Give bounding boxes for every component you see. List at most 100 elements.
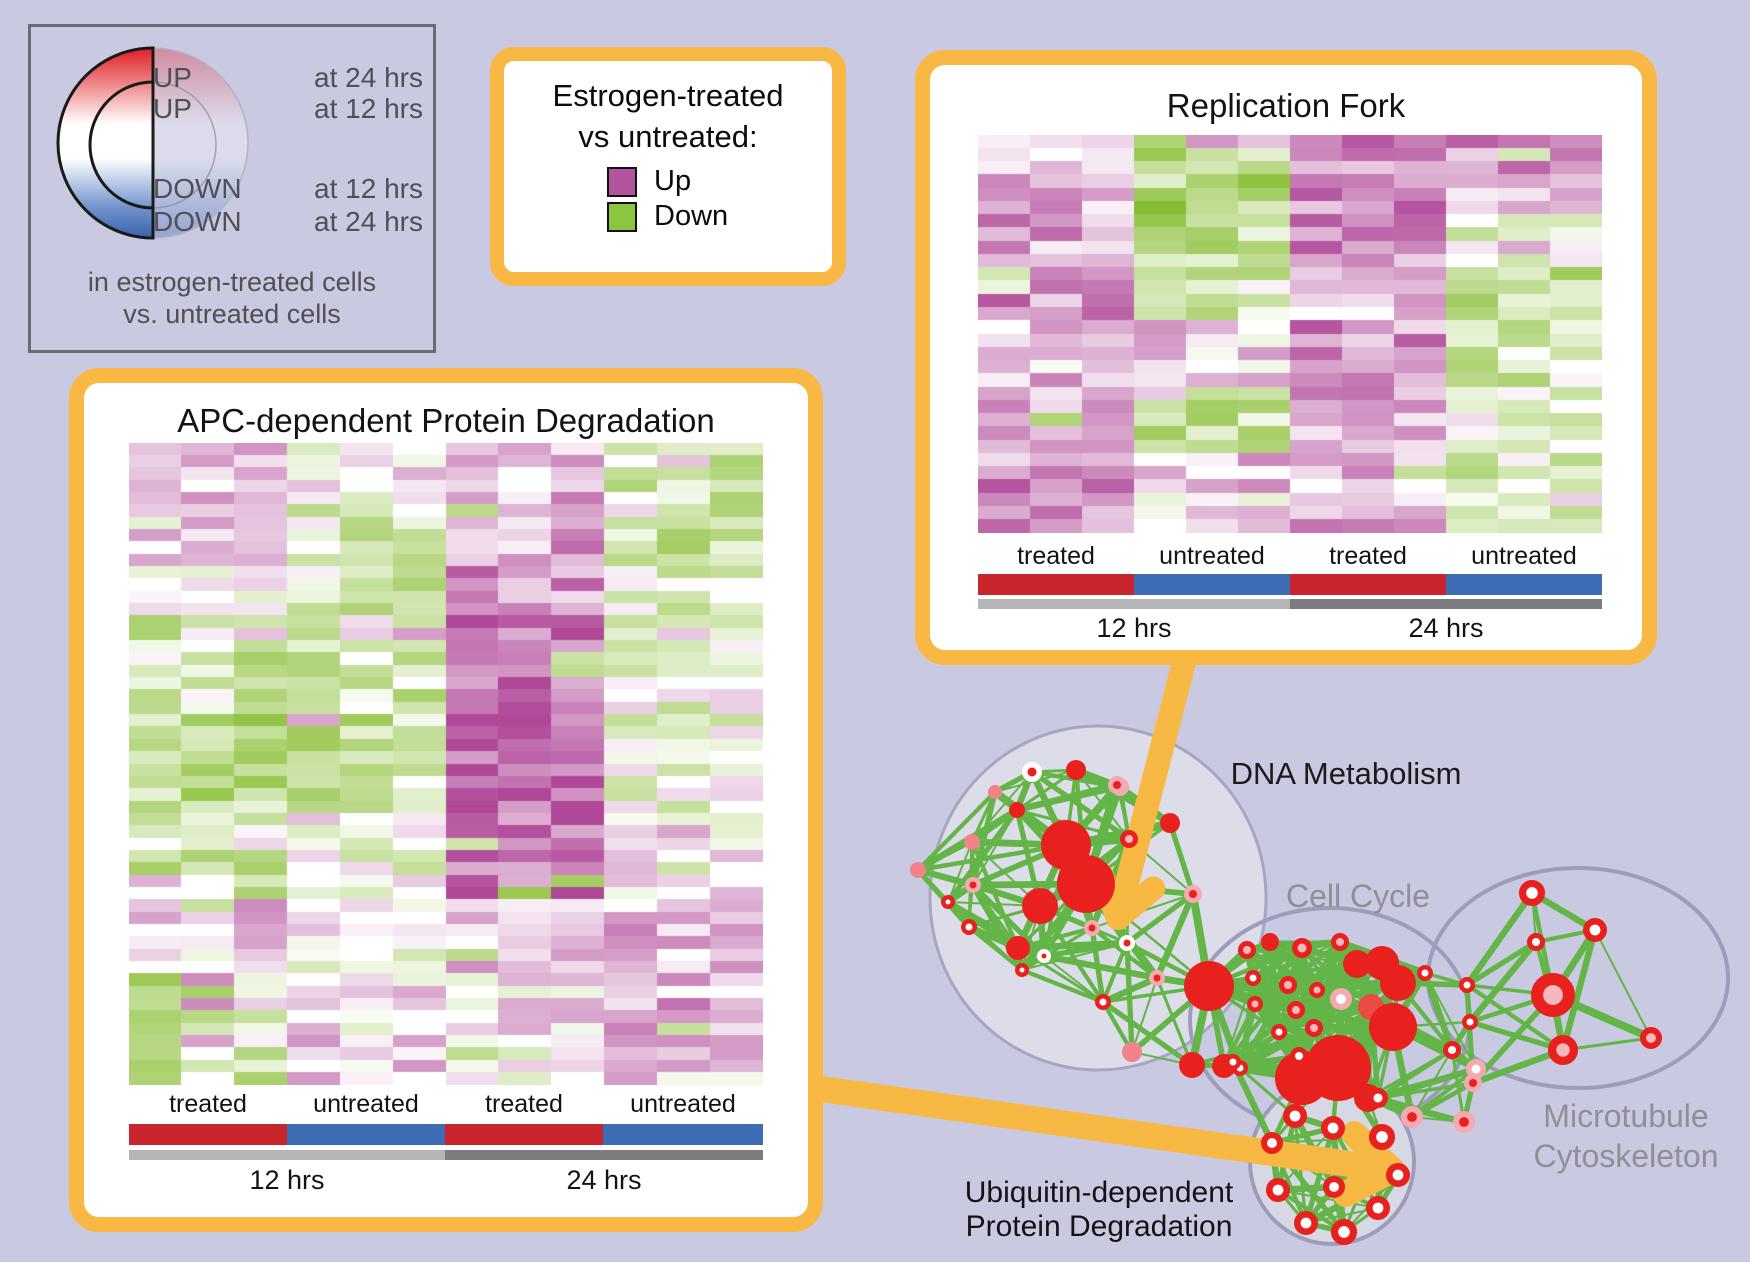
network-node-solid [1380, 965, 1416, 1001]
network-edge [1021, 942, 1128, 971]
network-edge [1100, 999, 1195, 1068]
estrogen-legend-title-line1: Estrogen-treated [552, 78, 784, 113]
network-edge [970, 789, 998, 888]
rf-24hrs-bar [1290, 599, 1602, 609]
network-node-solid [1066, 760, 1086, 780]
network-edge [916, 840, 974, 872]
network-node-wr [1119, 935, 1135, 951]
network-node-rp [1278, 975, 1298, 995]
legend-time-24: at 24 hrs [314, 62, 423, 93]
network-node-rw [1417, 965, 1433, 981]
apc-group-untreated-12: untreated [313, 1090, 419, 1118]
network-node-rp [1237, 940, 1257, 960]
network-edge [1100, 940, 1130, 1005]
network-edge [915, 789, 998, 873]
replication-fork-title: Replication Fork [1166, 87, 1406, 124]
arrow-head-0 [1106, 876, 1166, 930]
apc-treated-bar-12 [129, 1124, 287, 1145]
network-node-rp [1309, 982, 1325, 998]
network-edge [1275, 1187, 1347, 1235]
network-node-solid [1369, 1003, 1417, 1051]
network-edge [1167, 820, 1196, 897]
network-edge [1594, 929, 1652, 1039]
network-edge [1131, 977, 1158, 1053]
network-node-solid [1009, 802, 1025, 818]
color-key-legend-box: UP at 24 hrs UP at 12 hrs DOWN at 12 hrs… [28, 24, 436, 353]
cluster-label-mt: Microtubule [1543, 1098, 1708, 1134]
network-node-rw [1366, 1196, 1391, 1221]
apc-24hrs-label: 24 hrs [566, 1165, 642, 1195]
network-node-wr [1022, 762, 1042, 782]
legend-dir-up-12: UP [153, 93, 192, 124]
network-node-pw [1466, 1059, 1486, 1079]
network-node-rw [961, 919, 977, 935]
arrow-head-1 [1341, 1121, 1405, 1183]
network-node-rw [1283, 1104, 1308, 1129]
network-node-rw [1245, 970, 1261, 986]
network-edge [1467, 1019, 1566, 1053]
apc-untreated-bar-12 [287, 1124, 445, 1145]
network-edge [1463, 889, 1536, 989]
network-node-rw [1462, 1014, 1478, 1030]
apc-group-treated-12: treated [169, 1090, 247, 1118]
cluster-label-cc: Cell Cycle [1286, 878, 1430, 914]
network-node-solid [1057, 855, 1115, 913]
rf-treated-bar-12 [978, 574, 1134, 595]
network-node-rp [1531, 972, 1576, 1017]
network-node-rw [1330, 1218, 1358, 1246]
network-node-rw [1442, 1040, 1462, 1060]
network-edge [1041, 940, 1130, 959]
network-edge [947, 841, 973, 903]
network-edge [1305, 1207, 1379, 1224]
network-node-rw [1368, 1123, 1396, 1151]
network-edge [914, 866, 977, 889]
network-edge [947, 901, 1023, 971]
apc-24hrs-bar [445, 1150, 763, 1160]
network-node-salmon [964, 834, 980, 850]
network-node-pr [1183, 884, 1203, 904]
network-node-rw [1322, 1175, 1346, 1199]
network-edge [1275, 995, 1345, 1036]
network-node-pw [1329, 987, 1353, 1011]
network-node-rp [1292, 938, 1312, 958]
network-edge [1466, 938, 1540, 1026]
network-edge [1223, 977, 1254, 1067]
network-node-wr [1037, 949, 1051, 963]
network-node-rw [1289, 1046, 1309, 1066]
rf-untreated-bar-12 [1134, 574, 1290, 595]
gradient-left-half [56, 46, 155, 240]
legend-dir-up-24: UP [153, 62, 192, 93]
network-node-rw [1225, 1054, 1241, 1070]
arrow-shaft-1 [808, 1076, 1398, 1182]
network-edge [1376, 1081, 1475, 1100]
network-edge [1250, 961, 1360, 981]
network-node-rp [1286, 1000, 1306, 1020]
inner-circle-left-arc [88, 80, 154, 210]
rf-group-untreated-12: untreated [1159, 542, 1265, 570]
network-edge [1013, 781, 1121, 814]
network-node-pr [965, 877, 981, 893]
network-edge [1099, 974, 1161, 1006]
network-edge [1464, 982, 1566, 1053]
network-node-solid [1179, 1052, 1205, 1078]
network-nodes [910, 760, 1663, 1246]
apc-title: APC-dependent Protein Degradation [177, 402, 715, 439]
up-color-swatch [607, 167, 637, 197]
cluster-labels: DNA Metabolism Cell Cycle Microtubule Cytos… [965, 756, 1719, 1243]
updown-gradient-circle [56, 46, 249, 240]
network-edge [1019, 967, 1106, 1005]
apc-treated-bar-24 [445, 1124, 603, 1145]
rf-12hrs-label: 12 hrs [1096, 613, 1172, 643]
cluster-label-ub: Protein Degradation [966, 1210, 1233, 1243]
rf-treated-bar-24 [1290, 574, 1446, 595]
network-node-pr [1463, 1073, 1483, 1093]
network-node-rw [1095, 994, 1111, 1010]
legend-dir-down-24: DOWN [153, 206, 242, 237]
apc-untreated-bar-24 [603, 1124, 763, 1145]
network-edge [1409, 1080, 1476, 1120]
network-node-rw [1271, 1024, 1287, 1040]
cluster-label-ub: Ubiquitin-dependent [965, 1176, 1234, 1209]
network-node-rw [1386, 1163, 1411, 1188]
